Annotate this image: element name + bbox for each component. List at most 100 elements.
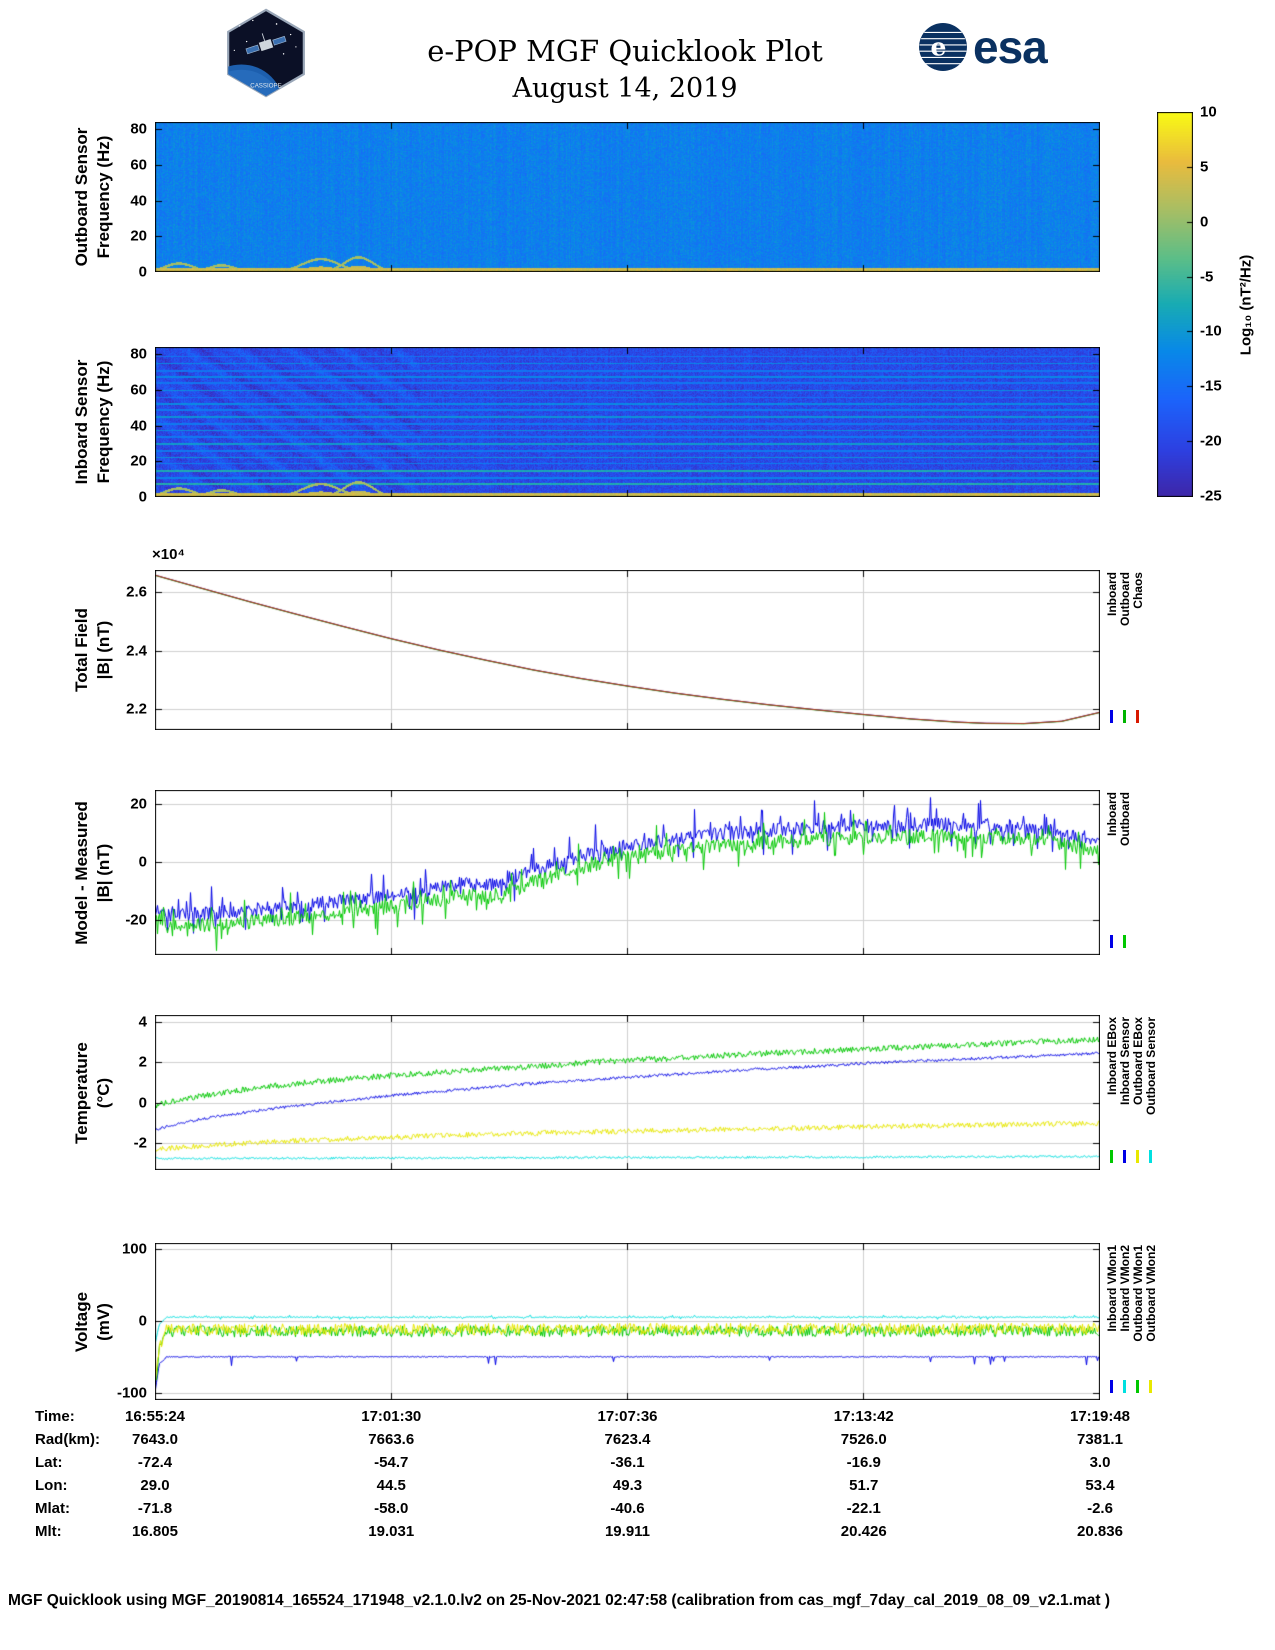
table-cell: 20.836 bbox=[1077, 1523, 1123, 1540]
footer-text: MGF Quicklook using MGF_20190814_165524_… bbox=[8, 1592, 1110, 1609]
colorbar-tick-label: -25 bbox=[1200, 487, 1222, 505]
y-tick-label: -20 bbox=[125, 911, 147, 929]
table-cell: 16.805 bbox=[132, 1523, 178, 1540]
table-cell: 7663.6 bbox=[368, 1431, 415, 1448]
legend-color-sample bbox=[1123, 935, 1126, 948]
esa-wordmark: esa bbox=[973, 21, 1048, 73]
voltage-canvas bbox=[155, 1243, 1100, 1400]
table-cell: 19.031 bbox=[368, 1523, 415, 1540]
table-cell: 29.0 bbox=[140, 1477, 170, 1494]
table-cell: 7381.1 bbox=[1077, 1431, 1123, 1448]
table-cell: -16.9 bbox=[846, 1454, 881, 1471]
y-tick-label: 0 bbox=[138, 263, 147, 281]
colorbar-tick-label: -15 bbox=[1200, 377, 1222, 395]
colorbar-tick-label: -10 bbox=[1200, 322, 1222, 340]
legend-color-sample bbox=[1123, 1380, 1126, 1393]
y-tick-label: -100 bbox=[116, 1384, 147, 1402]
table-row-label-time: Time: bbox=[35, 1408, 75, 1425]
legend-color-sample bbox=[1110, 1150, 1113, 1163]
colorbar-gradient bbox=[1157, 112, 1193, 497]
table-cell: 7526.0 bbox=[840, 1431, 887, 1448]
legend-color-sample bbox=[1110, 710, 1113, 723]
esa-logo: e esa bbox=[918, 21, 1048, 73]
y-tick-label: 80 bbox=[130, 345, 147, 363]
legend-color-sample bbox=[1110, 1380, 1113, 1393]
esa-emblem-icon: e bbox=[919, 23, 967, 71]
table-cell: 44.5 bbox=[376, 1477, 406, 1494]
legend-color-sample bbox=[1149, 1380, 1152, 1393]
y-tick-label: 100 bbox=[121, 1240, 147, 1258]
colorbar-tick-label: 10 bbox=[1200, 103, 1217, 121]
temperature-canvas bbox=[155, 1015, 1100, 1170]
svg-text:e: e bbox=[931, 32, 947, 61]
table-row-label-mlt: Mlt: bbox=[35, 1523, 62, 1540]
table-cell: 17:01:30 bbox=[361, 1408, 422, 1425]
table-cell: -22.1 bbox=[846, 1500, 881, 1517]
legend-color-sample bbox=[1136, 1150, 1139, 1163]
table-cell: -40.6 bbox=[610, 1500, 645, 1517]
model-minus-measured-canvas bbox=[155, 790, 1100, 955]
y-tick-label: 4 bbox=[138, 1013, 147, 1031]
table-cell: 53.4 bbox=[1085, 1477, 1115, 1494]
table-cell: 17:07:36 bbox=[597, 1408, 658, 1425]
table-cell: -58.0 bbox=[374, 1500, 409, 1517]
total-field-canvas bbox=[155, 570, 1100, 730]
y-tick-label: 0 bbox=[138, 488, 147, 506]
table-row-label-lat: Lat: bbox=[35, 1454, 63, 1471]
legend-color-sample bbox=[1123, 710, 1126, 723]
y-tick-label: 20 bbox=[130, 227, 147, 245]
table-cell: 49.3 bbox=[612, 1477, 643, 1494]
y-tick-label: 2.6 bbox=[126, 583, 147, 601]
y-tick-label: 20 bbox=[130, 452, 147, 470]
table-cell: 7623.4 bbox=[604, 1431, 651, 1448]
plot-date: August 14, 2019 bbox=[512, 73, 738, 104]
table-row-label-lon: Lon: bbox=[35, 1477, 68, 1494]
y-tick-label: 80 bbox=[130, 120, 147, 138]
y-axis-exponent: ×10⁴ bbox=[152, 546, 185, 563]
legend-color-sample bbox=[1123, 1150, 1126, 1163]
y-tick-label: 60 bbox=[130, 381, 147, 399]
table-row-label-radkm: Rad(km): bbox=[35, 1431, 101, 1448]
table-cell: -2.6 bbox=[1087, 1500, 1113, 1517]
y-tick-label: 20 bbox=[130, 795, 147, 813]
inboard-spectrogram-canvas bbox=[155, 347, 1100, 497]
legend-color-sample bbox=[1149, 1150, 1152, 1163]
y-tick-label: 0 bbox=[138, 853, 147, 871]
y-tick-label: 2.2 bbox=[126, 700, 147, 718]
table-cell: -54.7 bbox=[374, 1454, 409, 1471]
table-cell: 17:19:48 bbox=[1069, 1408, 1131, 1425]
table-cell: 19.911 bbox=[604, 1523, 651, 1540]
y-tick-label: 0 bbox=[138, 1094, 147, 1112]
table-cell: -72.4 bbox=[137, 1454, 173, 1471]
cassiope-logo-text: CASSIOPE bbox=[250, 82, 281, 89]
y-tick-label: 0 bbox=[138, 1312, 147, 1330]
y-tick-label: -2 bbox=[133, 1134, 147, 1152]
table-cell: 3.0 bbox=[1089, 1454, 1111, 1471]
table-cell: 7643.0 bbox=[132, 1431, 178, 1448]
title-block: e-POP MGF Quicklook Plot August 14, 2019 bbox=[0, 34, 1250, 104]
plot-title: e-POP MGF Quicklook Plot bbox=[427, 34, 823, 68]
y-tick-label: 40 bbox=[130, 417, 147, 435]
legend-color-sample bbox=[1110, 935, 1113, 948]
y-tick-label: 2 bbox=[138, 1053, 147, 1071]
y-tick-label: 2.4 bbox=[126, 642, 147, 660]
table-cell: 16:55:24 bbox=[124, 1408, 186, 1425]
outboard-spectrogram-canvas bbox=[155, 122, 1100, 272]
legend-color-sample bbox=[1136, 1380, 1139, 1393]
cassiope-mission-logo: CASSIOPE bbox=[227, 8, 305, 98]
legend-color-sample bbox=[1136, 710, 1139, 723]
table-cell: 17:13:42 bbox=[833, 1408, 894, 1425]
colorbar-tick-label: -20 bbox=[1200, 432, 1222, 450]
table-cell: -71.8 bbox=[137, 1500, 173, 1517]
y-tick-label: 60 bbox=[130, 156, 147, 174]
colorbar-tick-label: 5 bbox=[1200, 158, 1209, 176]
y-tick-label: 40 bbox=[130, 192, 147, 210]
satellite-icon bbox=[245, 33, 287, 55]
logo-artwork bbox=[228, 19, 297, 97]
colorbar-tick-label: 0 bbox=[1200, 213, 1209, 231]
table-row-label-mlat: Mlat: bbox=[35, 1500, 70, 1517]
table-cell: -36.1 bbox=[610, 1454, 645, 1471]
